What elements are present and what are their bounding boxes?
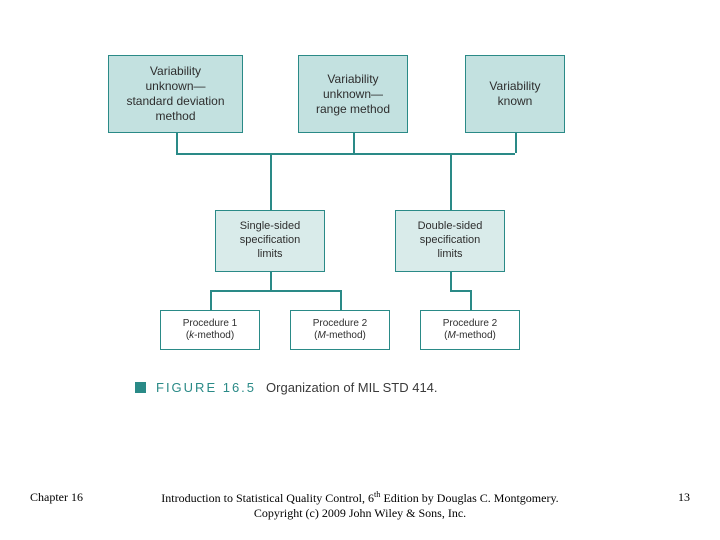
node-line: Variability <box>327 72 378 86</box>
footer-chapter: Chapter 16 <box>30 490 83 505</box>
node-line: Procedure 1 <box>183 318 237 329</box>
node-line: specification <box>420 234 481 246</box>
node-line: method <box>155 109 195 123</box>
node-procedure-1: Procedure 1 (k-method) <box>160 310 260 350</box>
node-line: range method <box>316 102 390 116</box>
node-line: specification <box>240 234 301 246</box>
node-variability-unknown-stddev: Variability unknown— standard deviation … <box>108 55 243 133</box>
node-line: Variability <box>150 64 201 78</box>
node-procedure-2b: Procedure 2 (M-method) <box>420 310 520 350</box>
node-procedure-2a: Procedure 2 (M-method) <box>290 310 390 350</box>
node-single-sided-limits: Single-sided specification limits <box>215 210 325 272</box>
node-line: Double-sided <box>418 220 483 232</box>
footer-page-number: 13 <box>678 490 690 505</box>
node-line: Procedure 2 <box>443 318 497 329</box>
node-variability-unknown-range: Variability unknown— range method <box>298 55 408 133</box>
node-double-sided-limits: Double-sided specification limits <box>395 210 505 272</box>
node-line: known <box>498 94 533 108</box>
node-line: unknown— <box>323 87 383 101</box>
node-line: limits <box>257 248 282 260</box>
node-line: limits <box>437 248 462 260</box>
node-line: Procedure 2 <box>313 318 367 329</box>
slide-page: Variability unknown— standard deviation … <box>0 0 720 540</box>
caption-square-icon <box>135 382 146 393</box>
node-line: (k-method) <box>186 330 234 341</box>
node-line: (M-method) <box>444 330 496 341</box>
node-line: Variability <box>489 79 540 93</box>
figure-caption: FIGURE 16.5 Organization of MIL STD 414. <box>135 380 438 395</box>
node-line: (M-method) <box>314 330 366 341</box>
node-line: standard deviation <box>126 94 224 108</box>
node-line: unknown— <box>145 79 205 93</box>
figure-caption-text: Organization of MIL STD 414. <box>266 380 438 395</box>
footer-citation: Introduction to Statistical Quality Cont… <box>120 490 600 521</box>
node-line: Single-sided <box>240 220 301 232</box>
figure-label: FIGURE 16.5 <box>156 380 256 395</box>
node-variability-known: Variability known <box>465 55 565 133</box>
